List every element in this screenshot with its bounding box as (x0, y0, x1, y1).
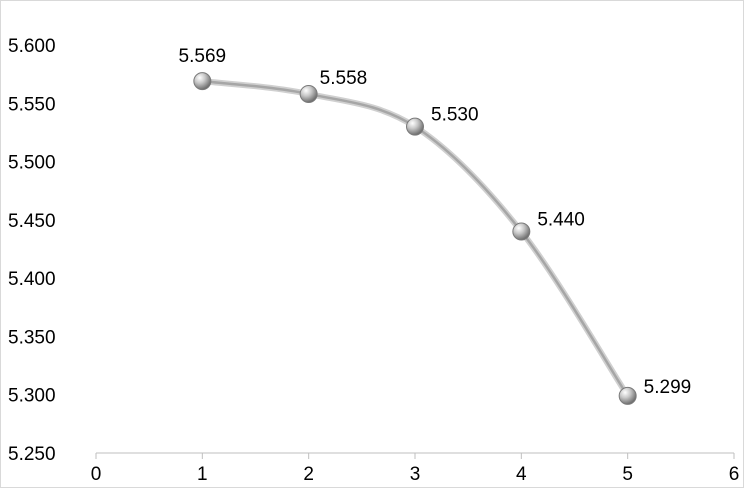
x-tick-label: 4 (516, 464, 527, 485)
y-tick-label: 5.250 (8, 444, 56, 465)
x-tick-label: 3 (410, 464, 421, 485)
data-point (406, 117, 424, 136)
series-line (201, 79, 629, 398)
data-labels: 5.569 5.558 5.530 5.440 5.299 (179, 46, 692, 398)
data-point (193, 72, 212, 91)
data-point (512, 222, 531, 241)
data-points (193, 72, 637, 405)
y-tick-label: 5.400 (8, 269, 56, 290)
y-tick-label: 5.300 (8, 386, 56, 407)
x-tick-label: 6 (729, 464, 740, 485)
x-tick-label: 5 (622, 464, 633, 485)
y-tick-label: 5.500 (8, 153, 56, 174)
x-tick-label: 2 (303, 464, 314, 485)
tick-labels: 0 1 2 3 4 5 6 5.250 5.300 5.350 5.400 5.450 5.500 5.5… (8, 36, 739, 485)
y-tick-label: 5.550 (8, 94, 56, 115)
series-line-layer (199, 78, 631, 399)
y-tick-label: 5.350 (8, 327, 56, 348)
data-point (299, 84, 318, 103)
x-tick-label: 1 (197, 464, 208, 485)
data-label: 5.558 (320, 68, 368, 89)
data-label: 5.569 (179, 46, 227, 67)
data-label: 5.530 (431, 105, 479, 126)
axes-layer (95, 452, 735, 459)
data-label: 5.299 (644, 377, 692, 398)
data-label: 5.440 (537, 210, 585, 231)
y-tick-label: 5.600 (8, 36, 56, 57)
x-tick-label: 0 (91, 464, 102, 485)
data-point (618, 386, 637, 405)
y-tick-label: 5.450 (8, 211, 56, 232)
